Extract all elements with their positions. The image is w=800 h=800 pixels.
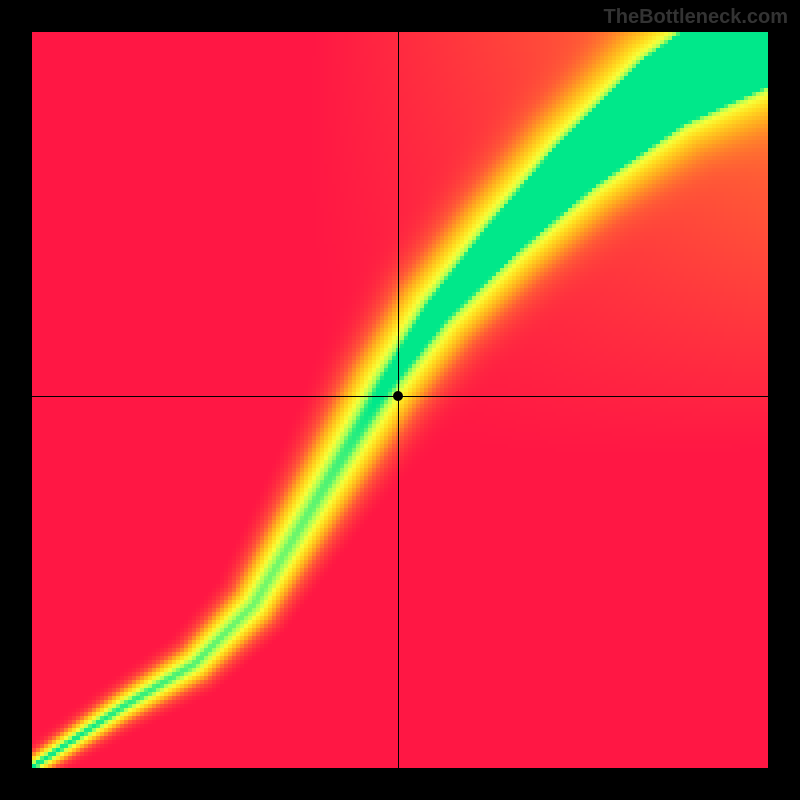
heatmap-plot: [32, 32, 768, 768]
watermark-text: TheBottleneck.com: [604, 6, 788, 29]
marker-dot: [393, 391, 403, 401]
